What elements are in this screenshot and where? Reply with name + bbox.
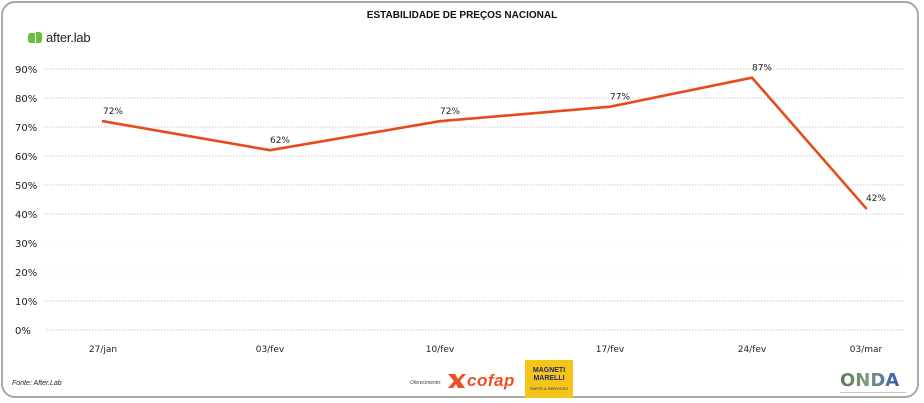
chart-frame (1, 1, 919, 398)
offered-by-label: Oferecimento: (410, 380, 442, 386)
brand-name: after.lab (46, 30, 91, 45)
data-label: 72% (440, 107, 460, 117)
y-tick-label: 50% (15, 181, 37, 192)
data-point (864, 206, 868, 210)
x-tick-label: 10/fev (426, 345, 455, 355)
data-point (438, 119, 442, 123)
onda-logo: ONDA (840, 370, 906, 393)
data-label: 72% (103, 107, 123, 117)
y-tick-label: 60% (15, 152, 37, 163)
x-tick-label: 27/jan (89, 345, 117, 355)
y-tick-label: 30% (15, 239, 37, 250)
cofap-x-icon (448, 374, 466, 388)
data-label: 77% (610, 93, 630, 103)
y-tick-label: 90% (15, 65, 37, 76)
series-line (102, 76, 867, 210)
cofap-text: cofap (467, 371, 515, 390)
data-point (608, 105, 612, 108)
y-tick-label: 40% (15, 210, 37, 221)
gridlines (44, 68, 905, 331)
y-tick-label: 80% (15, 94, 37, 105)
magneti-marelli-name: MAGNETI MARELLI (532, 367, 566, 382)
y-tick-label: 0% (15, 326, 31, 337)
data-label: 87% (752, 64, 772, 74)
x-tick-label: 17/fev (596, 345, 625, 355)
data-labels: 72% 62% 72% 77% 87% 42% (103, 64, 886, 205)
onda-underline (840, 392, 906, 393)
data-point (268, 148, 272, 152)
x-tick-label: 03/fev (256, 345, 285, 355)
x-axis-ticks: 27/jan 03/fev 10/fev 17/fev 24/fev 03/mar (89, 345, 883, 355)
data-point (750, 76, 754, 79)
after-lab-logo-icon (28, 31, 42, 43)
series-points (101, 76, 868, 210)
y-tick-label: 10% (15, 297, 37, 308)
cofap-logo: cofap (447, 371, 515, 391)
chart-title: ESTABILIDADE DE PREÇOS NACIONAL (366, 10, 558, 21)
after-lab-brand: after.lab (27, 30, 91, 45)
data-label: 42% (866, 194, 886, 204)
x-tick-label: 03/mar (850, 345, 883, 355)
y-tick-label: 20% (15, 268, 37, 279)
y-axis-ticks: 0% 10% 20% 30% 40% 50% 60% 70% 80% 90% (15, 65, 37, 337)
x-tick-label: 24/fev (738, 345, 767, 355)
data-point (101, 119, 105, 123)
source-note: Fonte: After.Lab (12, 380, 62, 387)
data-label: 62% (270, 136, 290, 146)
onda-text: ONDA (840, 370, 906, 391)
magneti-marelli-sub: PARTS & SERVICES (529, 386, 568, 391)
y-tick-label: 70% (15, 123, 37, 134)
magneti-marelli-logo: MAGNETI MARELLI PARTS & SERVICES (525, 360, 573, 398)
